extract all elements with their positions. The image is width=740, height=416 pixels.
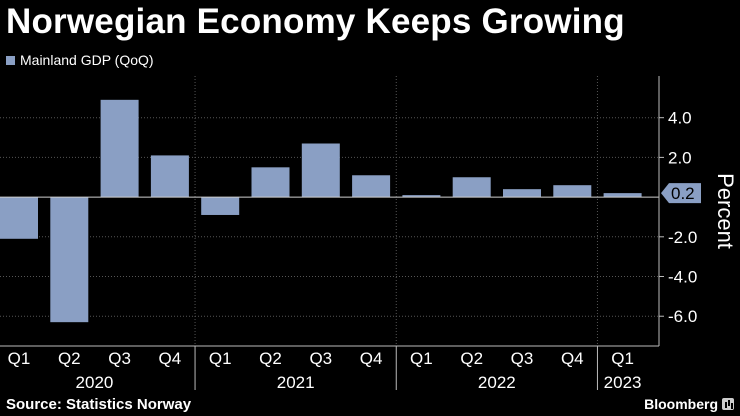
x-year-label: 2022 [478,373,516,392]
bloomberg-logo-icon [722,398,734,410]
y-tick-label: -2.0 [668,228,697,247]
x-tick-label: Q2 [259,349,282,368]
bar-q4-11 [553,185,592,198]
legend: Mainland GDP (QoQ) [6,52,154,68]
x-tick-label: Q4 [561,349,584,368]
x-tick-label: Q1 [410,349,433,368]
bar-q2-1 [50,197,89,323]
x-tick-label: Q2 [460,349,483,368]
x-year-label: 2020 [76,373,114,392]
bar-q1-0 [0,197,38,239]
x-tick-label: Q3 [511,349,534,368]
bar-q4-3 [150,155,189,198]
y-tick-label: 2.0 [668,148,692,167]
y-tick-label: -4.0 [668,268,697,287]
brand-name: Bloomberg [644,396,718,412]
y-axis-title: Percent [713,173,738,249]
x-year-label: 2023 [604,373,642,392]
legend-swatch [6,55,15,65]
x-tick-label: Q4 [360,349,383,368]
x-tick-label: Q1 [8,349,31,368]
bar-q3-6 [301,143,340,198]
bar-q1-4 [201,197,240,215]
legend-label: Mainland GDP (QoQ) [20,52,154,68]
x-tick-label: Q1 [611,349,634,368]
x-tick-label: Q2 [58,349,81,368]
last-value-label: 0.2 [671,184,695,203]
x-tick-label: Q1 [209,349,232,368]
x-tick-label: Q4 [159,349,182,368]
bar-q1-12 [603,193,642,198]
bar-q4-7 [352,175,391,198]
source-note: Source: Statistics Norway [6,396,192,413]
bar-q2-5 [251,167,290,198]
y-tick-label: 4.0 [668,109,692,128]
last-value-marker [661,183,701,204]
bar-q1-8 [402,195,441,198]
y-tick-label: -6.0 [668,307,697,326]
x-year-label: 2021 [277,373,315,392]
bar-q3-2 [100,99,139,198]
chart-title: Norwegian Economy Keeps Growing [6,2,625,41]
bar-q2-9 [452,177,491,198]
bar-q3-10 [503,189,541,198]
x-tick-label: Q3 [309,349,332,368]
x-tick-label: Q3 [108,349,131,368]
